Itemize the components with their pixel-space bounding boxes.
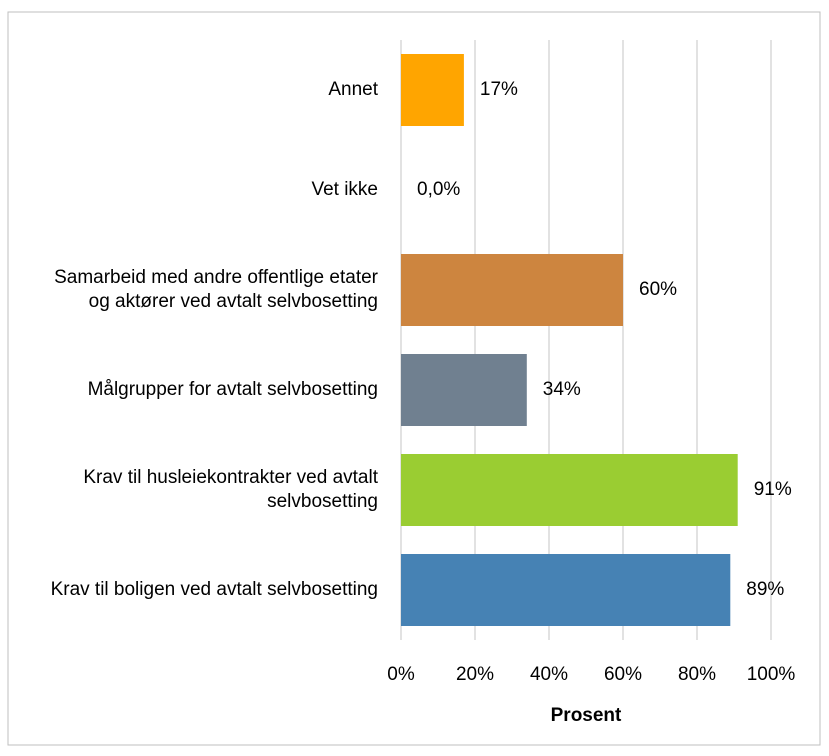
x-tick-label: 100% (747, 664, 796, 685)
bar (401, 54, 464, 126)
value-label: 34% (543, 379, 581, 400)
x-tick-label: 80% (678, 664, 716, 685)
bar (401, 454, 738, 526)
category-label: Annet (328, 79, 378, 100)
category-label: Krav til boligen ved avtalt selvbosettin… (51, 579, 378, 600)
x-tick-label: 0% (387, 664, 415, 685)
x-tick-label: 60% (604, 664, 642, 685)
value-label: 60% (639, 279, 677, 300)
value-label: 0,0% (417, 179, 460, 200)
bar (401, 554, 731, 626)
bar (401, 254, 623, 326)
value-label: 91% (754, 479, 792, 500)
category-label: Målgrupper for avtalt selvbosetting (88, 379, 378, 400)
value-label: 89% (746, 579, 784, 600)
x-axis-title: Prosent (551, 705, 622, 726)
bar (401, 354, 527, 426)
x-tick-label: 40% (530, 664, 568, 685)
value-label: 17% (480, 79, 518, 100)
x-tick-label: 20% (456, 664, 494, 685)
category-label: Samarbeid med andre offentlige etater og… (54, 267, 379, 312)
category-label: Krav til husleiekontrakter ved avtalt se… (83, 467, 378, 512)
category-label: Vet ikke (311, 179, 378, 200)
